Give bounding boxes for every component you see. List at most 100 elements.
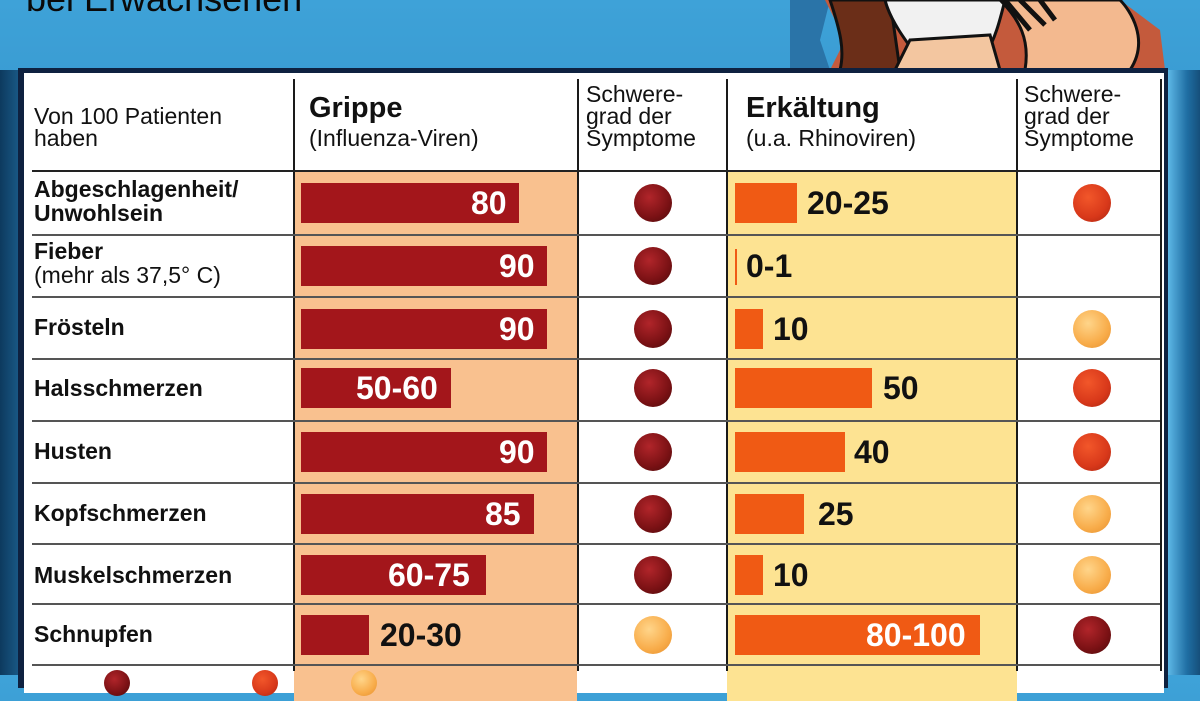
erkaeltung-value: 40 bbox=[854, 434, 890, 470]
legend-severity-high-icon bbox=[104, 670, 130, 696]
divider bbox=[32, 420, 1160, 422]
severity-label-line1: Schwere- bbox=[586, 81, 684, 107]
severity-low-icon bbox=[1073, 556, 1111, 594]
grippe-bar bbox=[301, 615, 369, 655]
severity-label-line2: grad der bbox=[1024, 103, 1110, 129]
row-label: Schnupfen bbox=[34, 622, 153, 646]
row-label-line2: (mehr als 37,5° C) bbox=[34, 262, 221, 288]
grippe-value: 50-60 bbox=[356, 370, 438, 406]
row-label: Fieber (mehr als 37,5° C) bbox=[34, 239, 221, 287]
grippe-value: 90 bbox=[499, 248, 535, 284]
background-left-shade bbox=[0, 70, 20, 675]
severity-low-icon bbox=[634, 616, 672, 654]
header-severity-grippe: Schwere- grad der Symptome bbox=[586, 81, 696, 151]
divider bbox=[32, 482, 1160, 484]
severity-label-line3: Symptome bbox=[586, 125, 696, 151]
erkaeltung-bar bbox=[735, 183, 797, 223]
grippe-bar bbox=[301, 555, 486, 595]
header-row-label-line2: haben bbox=[34, 125, 98, 151]
severity-label-line3: Symptome bbox=[1024, 125, 1134, 151]
erkaeltung-subtitle: (u.a. Rhinoviren) bbox=[746, 125, 917, 151]
sick-person-illustration bbox=[790, 0, 1185, 70]
grippe-subtitle: (Influenza-Viren) bbox=[309, 125, 479, 151]
divider bbox=[32, 664, 1160, 666]
legend-severity-low-icon bbox=[351, 670, 377, 696]
legend-severity-medium-icon bbox=[252, 670, 278, 696]
divider bbox=[32, 296, 1160, 298]
erkaeltung-bar bbox=[735, 615, 980, 655]
erkaeltung-title: Erkältung bbox=[746, 92, 880, 124]
row-label-line1: Frösteln bbox=[34, 314, 125, 340]
header-erkaeltung: Erkältung (u.a. Rhinoviren) bbox=[746, 92, 917, 151]
erkaeltung-value: 25 bbox=[818, 496, 854, 532]
divider bbox=[32, 543, 1160, 545]
grippe-value: 85 bbox=[485, 496, 521, 532]
row-label: Muskelschmerzen bbox=[34, 563, 232, 587]
divider bbox=[32, 234, 1160, 236]
divider bbox=[32, 603, 1160, 605]
erkaeltung-value: 0-1 bbox=[746, 248, 793, 284]
grippe-value: 20-30 bbox=[380, 617, 462, 653]
row-label-line1: Schnupfen bbox=[34, 621, 153, 647]
severity-high-icon bbox=[634, 556, 672, 594]
row-label: Halsschmerzen bbox=[34, 376, 203, 400]
divider bbox=[32, 358, 1160, 360]
severity-label-line1: Schwere- bbox=[1024, 81, 1122, 107]
grippe-value: 90 bbox=[499, 311, 535, 347]
erkaeltung-bar bbox=[735, 555, 763, 595]
grippe-bar bbox=[301, 183, 519, 223]
severity-low-icon bbox=[1073, 495, 1111, 533]
divider bbox=[1016, 79, 1018, 671]
erkaeltung-bar bbox=[735, 368, 872, 408]
grippe-value: 60-75 bbox=[388, 557, 470, 593]
divider bbox=[726, 79, 728, 671]
divider bbox=[32, 170, 1160, 172]
severity-low-icon bbox=[1073, 310, 1111, 348]
header-severity-erkaeltung: Schwere- grad der Symptome bbox=[1024, 81, 1134, 151]
header-row-label-line1: Von 100 Patienten bbox=[34, 103, 222, 129]
grippe-bar bbox=[301, 432, 547, 472]
severity-medium-icon bbox=[1073, 184, 1111, 222]
row-label-line1: Husten bbox=[34, 438, 112, 464]
erkaeltung-value: 20-25 bbox=[807, 185, 889, 221]
row-label: Kopfschmerzen bbox=[34, 501, 207, 525]
erkaeltung-bar bbox=[735, 309, 763, 349]
grippe-title: Grippe bbox=[309, 92, 403, 124]
row-label-line1: Fieber bbox=[34, 238, 104, 264]
severity-high-icon bbox=[634, 247, 672, 285]
erkaeltung-value: 10 bbox=[773, 557, 809, 593]
severity-high-icon bbox=[634, 433, 672, 471]
severity-label-line2: grad der bbox=[586, 103, 672, 129]
grippe-bar bbox=[301, 368, 451, 408]
severity-high-icon bbox=[634, 310, 672, 348]
comparison-table: Von 100 Patienten haben Grippe (Influenz… bbox=[24, 73, 1164, 701]
grippe-bar bbox=[301, 309, 547, 349]
row-label-line1: Halsschmerzen bbox=[34, 375, 203, 401]
header-row-label: Von 100 Patienten haben bbox=[34, 103, 222, 151]
erkaeltung-value: 50 bbox=[883, 370, 919, 406]
row-label-line1: Abgeschlagenheit/ bbox=[34, 176, 239, 202]
divider bbox=[577, 79, 579, 671]
row-label: Husten bbox=[34, 439, 112, 463]
erkaeltung-value: 80-100 bbox=[866, 617, 966, 653]
grippe-value: 90 bbox=[499, 434, 535, 470]
severity-high-icon bbox=[1073, 616, 1111, 654]
severity-high-icon bbox=[634, 495, 672, 533]
grippe-bar bbox=[301, 494, 534, 534]
row-label: Frösteln bbox=[34, 315, 125, 339]
divider bbox=[1160, 79, 1162, 671]
severity-high-icon bbox=[634, 369, 672, 407]
background-right-shade bbox=[1168, 70, 1200, 675]
erkaeltung-bar bbox=[735, 249, 737, 285]
row-label-line1: Muskelschmerzen bbox=[34, 562, 233, 588]
erkaeltung-value: 10 bbox=[773, 311, 809, 347]
header-grippe: Grippe (Influenza-Viren) bbox=[309, 92, 479, 151]
erkaeltung-bar bbox=[735, 494, 804, 534]
row-label-line2: Unwohlsein bbox=[34, 200, 164, 226]
severity-medium-icon bbox=[1073, 433, 1111, 471]
severity-high-icon bbox=[634, 184, 672, 222]
divider bbox=[293, 79, 295, 671]
row-label-line1: Kopfschmerzen bbox=[34, 500, 207, 526]
grippe-value: 80 bbox=[471, 185, 507, 221]
erkaeltung-bar bbox=[735, 432, 845, 472]
